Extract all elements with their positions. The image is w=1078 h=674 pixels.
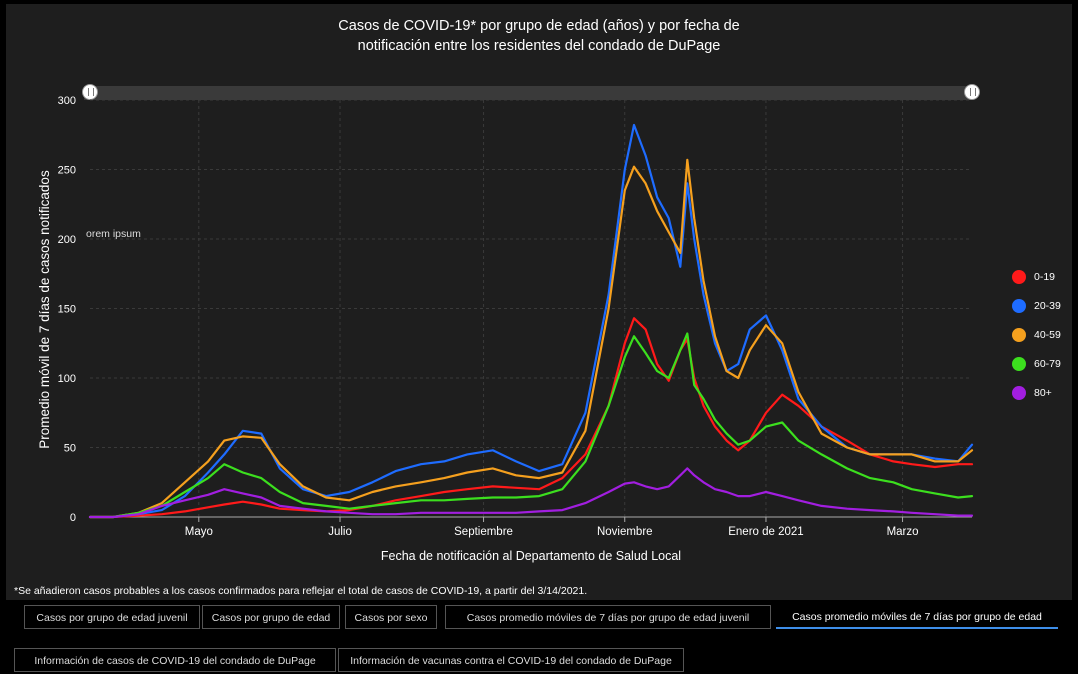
legend-label: 20-39 xyxy=(1034,300,1061,312)
x-tick-label: Marzo xyxy=(887,526,919,538)
chart-title-line2: notificación entre los residentes del co… xyxy=(357,38,721,54)
tab-row1-item[interactable]: Casos por grupo de edad xyxy=(202,605,340,629)
x-tick-label: Enero de 2021 xyxy=(728,526,803,538)
tab-row1-item[interactable]: Casos por grupo de edad juvenil xyxy=(24,605,200,629)
y-tick-label: 200 xyxy=(58,234,76,246)
line-chart: 0 50 100 150 200 250 300 Mayo Julio Septiembre Nov… xyxy=(37,95,974,563)
zoom-slider-right-handle[interactable] xyxy=(964,84,980,100)
series-line-80+ xyxy=(88,467,974,519)
zoom-slider-track[interactable] xyxy=(84,86,972,100)
legend-label: 0-19 xyxy=(1034,271,1056,283)
legend-label: 60-79 xyxy=(1034,358,1061,370)
y-tick-label: 50 xyxy=(64,443,76,455)
series-line-40-59 xyxy=(88,158,974,519)
legend-swatch xyxy=(1012,357,1026,371)
tab-row1-item[interactable]: Casos promedio móviles de 7 días por gru… xyxy=(776,605,1058,629)
legend-swatch xyxy=(1012,270,1026,284)
x-tick-label: Julio xyxy=(328,526,352,538)
tab-row2-item[interactable]: Información de vacunas contra el COVID-1… xyxy=(338,648,684,672)
legend-swatch xyxy=(1012,299,1026,313)
tab-row1-item[interactable]: Casos por sexo xyxy=(345,605,437,629)
footnote: *Se añadieron casos probables a los caso… xyxy=(14,585,588,597)
tab-row1-item[interactable]: Casos promedio móviles de 7 días por gru… xyxy=(445,605,771,629)
legend-swatch xyxy=(1012,386,1026,400)
series-line-60-79 xyxy=(88,332,974,519)
legend-swatch xyxy=(1012,328,1026,342)
zoom-slider-left-handle[interactable] xyxy=(82,84,98,100)
y-tick-label: 150 xyxy=(58,304,76,316)
series-line-0-19 xyxy=(88,317,974,519)
tab-row2-item[interactable]: Información de casos de COVID-19 del con… xyxy=(14,648,336,672)
chart-title-line1: Casos de COVID-19* por grupo de edad (añ… xyxy=(338,18,740,34)
y-tick-label: 0 xyxy=(70,512,76,524)
x-tick-label: Mayo xyxy=(185,526,213,538)
tab-bar-primary: Casos por grupo de edad juvenil Casos por… xyxy=(0,605,1078,631)
x-tick-label: Septiembre xyxy=(454,526,513,538)
y-tick-label: 100 xyxy=(58,373,76,385)
tab-bar-secondary: Información de casos de COVID-19 del con… xyxy=(0,648,1078,674)
y-tick-label: 250 xyxy=(58,165,76,177)
y-tick-label: 300 xyxy=(58,95,76,107)
x-axis-title: Fecha de notificación al Departamento de… xyxy=(381,549,681,563)
y-axis-title: Promedio móvil de 7 días de casos notifi… xyxy=(37,170,52,449)
legend-label: 80+ xyxy=(1034,387,1052,399)
chart-title: Casos de COVID-19* por grupo de edad (añ… xyxy=(6,16,1072,56)
legend-label: 40-59 xyxy=(1034,329,1061,341)
stray-placeholder-text: orem ipsum xyxy=(86,228,141,240)
x-tick-label: Noviembre xyxy=(597,526,653,538)
series-line-20-39 xyxy=(88,123,974,519)
